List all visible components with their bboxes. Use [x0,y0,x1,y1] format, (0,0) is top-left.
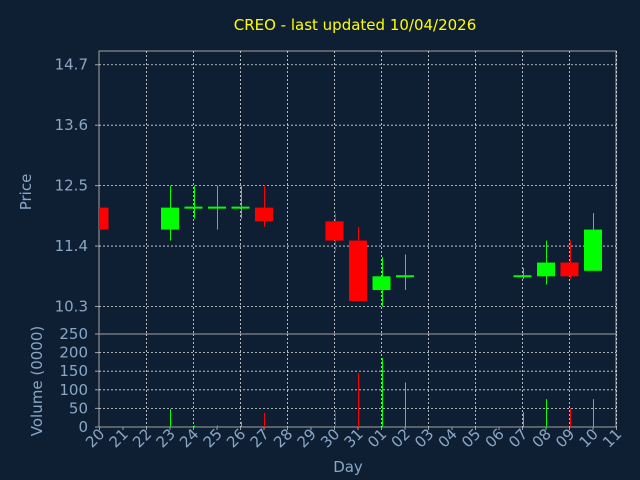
price-axis-label: Price [17,174,35,211]
x-axis-label: Day [333,458,363,476]
candle-body [537,262,555,277]
volume-axis-label: Volume (0000) [28,326,46,436]
price-tick-label: 12.5 [55,177,88,195]
x-tick-label: 10 [576,425,602,451]
volume-tick-label: 150 [59,362,88,380]
price-tick-label: 11.4 [55,237,88,255]
x-tick-label: 28 [270,425,296,451]
candle-body [349,240,367,302]
x-tick-label: 24 [176,425,202,451]
candle-body [99,207,109,230]
x-tick-label: 23 [153,425,179,451]
x-tick-label: 27 [247,425,273,451]
x-tick-label: 11 [599,425,625,451]
x-tick-label: 09 [552,425,578,451]
x-tick-label: 22 [129,425,155,451]
volume-tick-label: 100 [59,381,88,399]
candle-body [372,276,391,291]
x-tick-label: 26 [223,425,249,451]
candle-body [560,262,579,277]
x-tick-label: 01 [364,425,390,451]
volume-frame [98,333,617,428]
x-tick-label: 06 [482,425,508,451]
candle-body [161,207,179,230]
price-tick-label: 10.3 [55,298,88,316]
price-tick-label: 13.6 [55,116,88,134]
x-tick-label: 21 [106,425,132,451]
volume-tick-label: 200 [59,344,88,362]
price-tick-label: 14.7 [55,56,88,74]
candle-body [255,207,273,222]
chart-title: CREO - last updated 10/04/2026 [234,16,477,34]
x-tick-label: 31 [341,425,367,451]
volume-tick-label: 0 [78,418,88,436]
x-tick-label: 05 [458,425,484,451]
candle-body [325,221,344,241]
x-tick-label: 08 [529,425,555,451]
volume-tick-label: 250 [59,325,88,343]
x-tick-label: 30 [317,425,343,451]
x-tick-label: 07 [505,425,531,451]
x-tick-label: 04 [435,425,461,451]
volume-tick-label: 50 [69,399,88,417]
x-tick-label: 03 [411,425,437,451]
candle-body [584,229,602,271]
price-panel: 10.3 11.4 12.5 13.6 14.7 [55,50,617,335]
x-tick-label: 02 [388,425,414,451]
x-axis: 2021222324252627282930310102030405060708… [82,425,625,451]
x-tick-label: 29 [294,425,320,451]
x-tick-label: 25 [200,425,226,451]
